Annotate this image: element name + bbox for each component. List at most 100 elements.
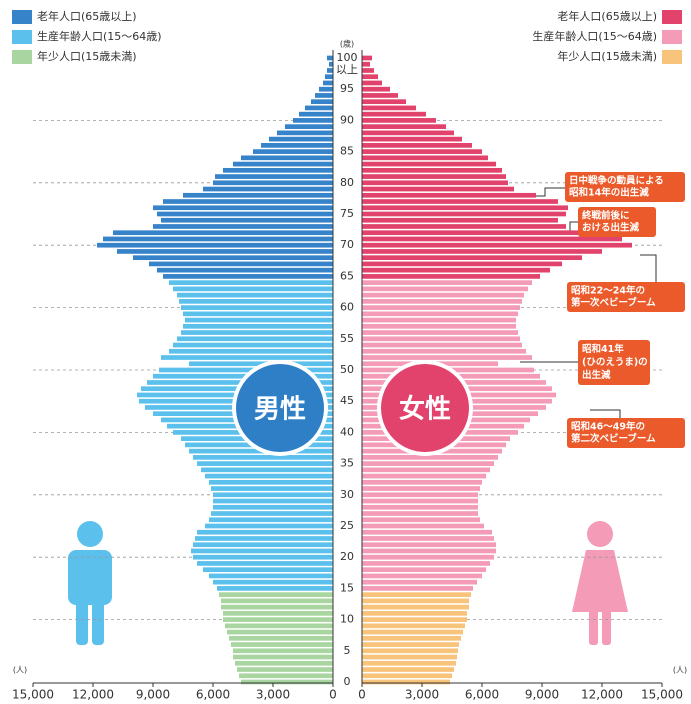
- legend-swatch: [12, 50, 32, 64]
- age-label: 25: [340, 519, 354, 532]
- bar: [213, 504, 333, 510]
- bar: [362, 648, 458, 654]
- bar: [362, 635, 461, 641]
- bar: [203, 186, 333, 192]
- bar: [197, 461, 333, 466]
- bar: [179, 299, 333, 304]
- age-label: 15: [340, 581, 354, 594]
- bar: [213, 492, 333, 498]
- bar: [362, 93, 398, 98]
- bar: [323, 80, 333, 86]
- bar: [362, 623, 465, 629]
- bar: [362, 149, 482, 154]
- bar: [211, 486, 333, 491]
- bar: [362, 143, 472, 148]
- bar: [362, 679, 450, 685]
- bar: [233, 648, 333, 654]
- bar: [362, 299, 522, 304]
- bar: [161, 217, 333, 223]
- bar: [169, 280, 333, 285]
- annotation-text: 昭和41年: [582, 343, 624, 355]
- bar: [163, 274, 333, 279]
- bar: [189, 361, 333, 367]
- age-label: 70: [340, 238, 354, 251]
- bar: [193, 542, 333, 548]
- x-tick-label: 0: [329, 688, 337, 702]
- annotation-text: おける出生減: [582, 222, 640, 234]
- age-label: 0: [344, 675, 351, 688]
- age-label: 55: [340, 332, 354, 345]
- legend-swatch: [662, 50, 682, 64]
- bar: [362, 199, 558, 204]
- x-tick-label: 9,000: [136, 688, 170, 702]
- bar: [362, 174, 506, 179]
- bar: [163, 199, 333, 204]
- bar: [362, 567, 486, 573]
- bar: [362, 274, 540, 279]
- bar: [217, 586, 333, 591]
- bar: [362, 461, 494, 466]
- bar: [362, 124, 446, 129]
- bar: [362, 323, 516, 329]
- x-tick-label: 6,000: [465, 688, 499, 702]
- bar: [362, 280, 532, 285]
- bar: [362, 486, 480, 491]
- bar: [173, 286, 333, 292]
- bar: [239, 673, 333, 679]
- sex-label: 男性: [254, 395, 306, 425]
- bar: [362, 205, 568, 211]
- bar: [305, 105, 333, 111]
- bar: [205, 473, 333, 479]
- bar: [153, 373, 333, 379]
- bar: [362, 660, 456, 666]
- bar: [362, 548, 496, 554]
- bar: [193, 554, 333, 560]
- bar: [269, 136, 333, 142]
- bar: [181, 330, 333, 335]
- sex-label: 女性: [399, 394, 451, 425]
- age-label: 5: [344, 644, 351, 657]
- annotation-box: [565, 172, 685, 202]
- annotation-box: [567, 282, 685, 312]
- annotation-text: 昭和22～24年の: [571, 285, 645, 297]
- bar: [231, 642, 333, 647]
- bar: [362, 667, 454, 672]
- bar: [183, 311, 333, 317]
- bar: [261, 143, 333, 148]
- bar: [362, 561, 490, 566]
- bar: [203, 567, 333, 573]
- bar: [362, 186, 514, 192]
- bar: [362, 80, 382, 86]
- x-tick-label: 9,000: [525, 688, 559, 702]
- bar: [219, 592, 333, 597]
- bar: [362, 155, 488, 161]
- age-label: 75: [340, 207, 354, 220]
- bar: [362, 479, 482, 485]
- bar: [362, 579, 477, 585]
- bar: [362, 292, 524, 298]
- x-unit: (人): [13, 666, 27, 675]
- bar: [362, 286, 528, 292]
- age-unit: (歳): [340, 39, 354, 49]
- annotation-text: 昭和14年の出生減: [569, 187, 649, 199]
- bar: [327, 55, 333, 61]
- bar: [225, 623, 333, 629]
- x-tick-label: 3,000: [405, 688, 439, 702]
- age-label: 65: [340, 269, 354, 282]
- age-label: 85: [340, 145, 354, 158]
- bar: [362, 130, 454, 136]
- bar: [235, 660, 333, 666]
- male-figure: [68, 521, 112, 645]
- bar: [362, 61, 370, 67]
- bar: [362, 586, 473, 591]
- bar: [362, 230, 606, 236]
- bar: [241, 155, 333, 161]
- bar: [185, 317, 333, 323]
- bar: [362, 536, 494, 541]
- bar: [362, 504, 478, 510]
- bar: [362, 617, 467, 622]
- bar: [362, 523, 484, 529]
- sex-badge: [377, 360, 473, 456]
